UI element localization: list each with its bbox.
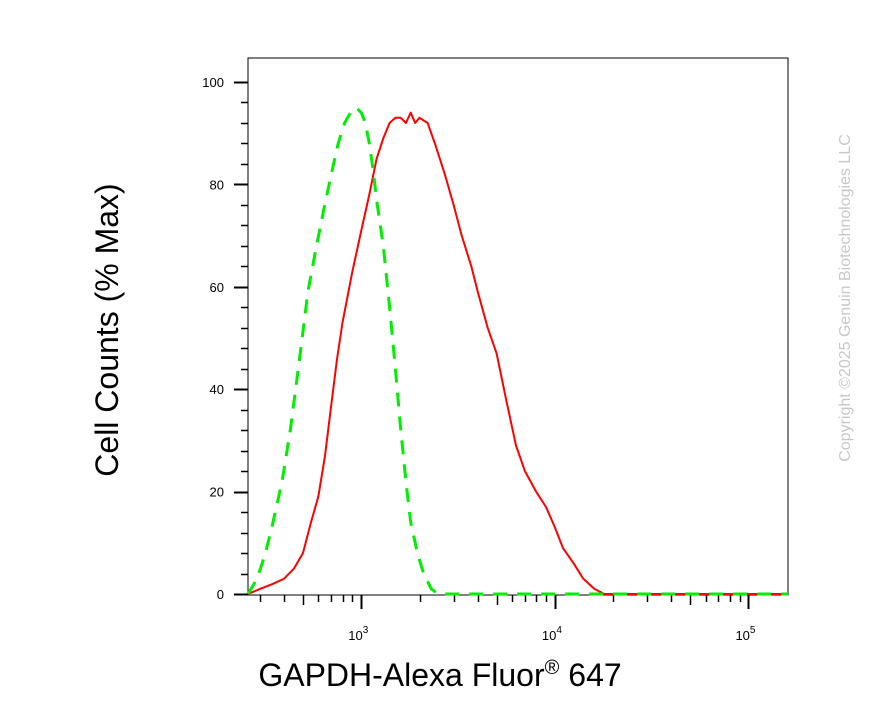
y-tick-label: 20	[210, 485, 224, 500]
y-tick-label: 100	[202, 75, 224, 90]
x-tick-base: 10	[542, 628, 556, 643]
y-axis-label: Cell Counts (% Max)	[89, 183, 125, 476]
series-layer	[246, 106, 788, 596]
x-tick-exponent: 4	[556, 625, 562, 636]
y-tick-label: 80	[210, 177, 224, 192]
x-tick-exponent: 3	[363, 625, 369, 636]
copyright-text: Copyright ©2025 Genuin Biotechnologies L…	[837, 134, 854, 462]
x-tick-exponent: 5	[750, 625, 756, 636]
plot-frame	[247, 57, 789, 596]
histogram-series-line-2	[246, 106, 788, 596]
y-tick-label: 0	[217, 587, 224, 602]
x-axis-label: GAPDH-Alexa Fluor® 647	[258, 657, 621, 693]
x-tick-label: 105	[735, 625, 755, 643]
x-axis: 103 104 105	[259, 595, 756, 643]
y-tick-label: 40	[210, 382, 224, 397]
x-tick-label: 104	[542, 625, 562, 643]
y-axis: 0 20 40 60 80 100	[202, 75, 248, 602]
histogram-series-line-1	[247, 111, 788, 595]
x-tick-base: 10	[735, 628, 749, 643]
x-tick-label: 103	[348, 625, 368, 643]
x-tick-base: 10	[348, 628, 362, 643]
x-axis-label-main: GAPDH-Alexa Fluor	[258, 657, 545, 693]
x-axis-label-suffix: 647	[559, 657, 621, 693]
y-tick-label: 60	[210, 280, 224, 295]
x-axis-label-superscript: ®	[545, 657, 560, 679]
